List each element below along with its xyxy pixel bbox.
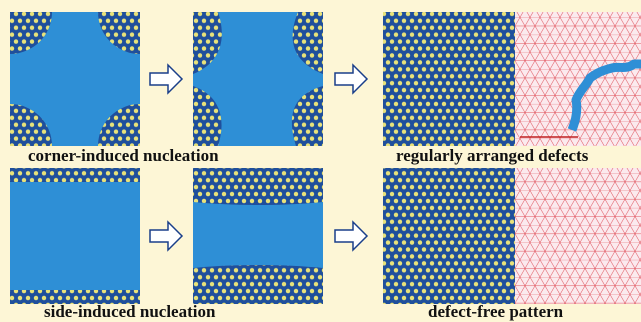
row-1: corner-induced nucleation regularly arra… bbox=[10, 12, 641, 165]
arrow bbox=[150, 222, 182, 250]
triangulation bbox=[515, 168, 641, 304]
figure: corner-induced nucleation regularly arra… bbox=[0, 0, 641, 322]
nuclei bbox=[193, 168, 323, 205]
panel bbox=[383, 168, 515, 304]
row-2: side-induced nucleation defect-free patt… bbox=[10, 168, 641, 321]
caption: regularly arranged defects bbox=[396, 146, 589, 165]
nuclei bbox=[193, 265, 323, 304]
arrow bbox=[335, 65, 367, 93]
caption: side-induced nucleation bbox=[44, 302, 216, 321]
panel bbox=[383, 12, 515, 146]
panel bbox=[10, 168, 140, 304]
arrow bbox=[150, 65, 182, 93]
caption: defect-free pattern bbox=[428, 302, 564, 321]
caption: corner-induced nucleation bbox=[28, 146, 219, 165]
arrow bbox=[335, 222, 367, 250]
nuclei bbox=[10, 168, 140, 182]
